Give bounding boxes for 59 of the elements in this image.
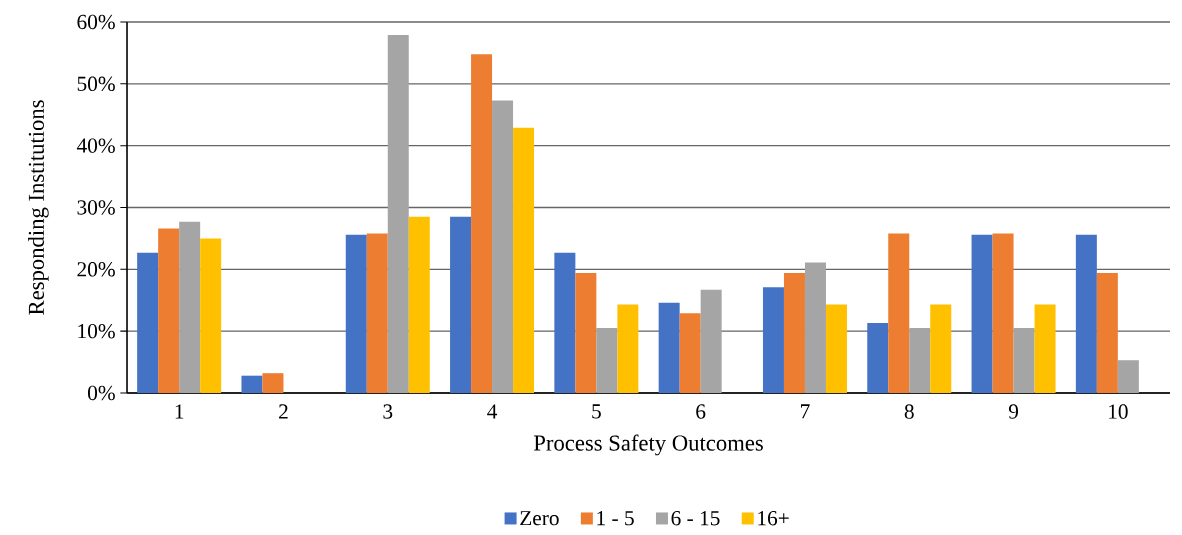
y-tick-label: 20% bbox=[77, 262, 115, 277]
bar bbox=[909, 328, 931, 393]
y-tick-label: 30% bbox=[77, 200, 115, 215]
bar bbox=[1075, 234, 1097, 393]
bar bbox=[513, 127, 535, 393]
x-tick-label: 5 bbox=[592, 404, 601, 419]
bar bbox=[408, 216, 430, 393]
x-tick-label: 3 bbox=[383, 404, 393, 419]
legend-label: 6 - 15 bbox=[671, 511, 720, 526]
bar bbox=[200, 238, 222, 393]
bar bbox=[450, 216, 472, 393]
legend-label: 16+ bbox=[758, 511, 789, 526]
x-tick-label: 2 bbox=[279, 404, 288, 419]
x-tick-label: 1 bbox=[175, 404, 184, 419]
bar bbox=[971, 234, 993, 393]
bar bbox=[888, 233, 910, 393]
y-tick-label: 40% bbox=[76, 138, 115, 153]
bar bbox=[1117, 360, 1139, 393]
bar bbox=[387, 34, 409, 393]
bar bbox=[1013, 328, 1035, 393]
legend-label: 1 - 5 bbox=[597, 511, 634, 526]
bar bbox=[554, 252, 576, 393]
x-tick-label: 8 bbox=[904, 404, 914, 419]
x-tick-label: 10 bbox=[1109, 404, 1128, 419]
bar bbox=[241, 375, 263, 393]
bar bbox=[762, 287, 784, 393]
y-tick-label: 10% bbox=[78, 323, 115, 339]
bar bbox=[992, 233, 1014, 393]
y-tick-label: 0% bbox=[88, 385, 115, 401]
bar bbox=[804, 262, 826, 393]
bar bbox=[867, 323, 889, 393]
bar bbox=[783, 273, 805, 393]
x-tick-label: 6 bbox=[696, 404, 706, 419]
bar bbox=[471, 54, 493, 393]
bar bbox=[262, 373, 284, 393]
legend-label: Zero bbox=[520, 511, 559, 526]
bar bbox=[1096, 273, 1118, 393]
y-tick-label: 50% bbox=[77, 76, 115, 92]
bar bbox=[658, 302, 680, 393]
bar bbox=[617, 304, 639, 393]
bar bbox=[179, 221, 201, 393]
bar bbox=[575, 273, 597, 393]
bar bbox=[930, 304, 952, 393]
bar bbox=[366, 233, 388, 393]
bar bbox=[492, 100, 514, 393]
y-axis-title: Responding Institutions bbox=[28, 100, 49, 315]
bar bbox=[158, 228, 180, 393]
x-tick-label: 9 bbox=[1008, 404, 1019, 419]
bar bbox=[825, 304, 847, 393]
bar bbox=[1034, 304, 1056, 393]
bar bbox=[679, 313, 701, 393]
x-axis-title: Process Safety Outcomes bbox=[533, 434, 763, 456]
bar bbox=[345, 234, 367, 393]
x-tick-label: 4 bbox=[487, 404, 498, 419]
bar bbox=[137, 252, 159, 393]
y-tick-label: 60% bbox=[77, 14, 115, 30]
bar bbox=[700, 289, 722, 393]
bar bbox=[596, 328, 618, 393]
x-tick-label: 7 bbox=[801, 404, 810, 419]
